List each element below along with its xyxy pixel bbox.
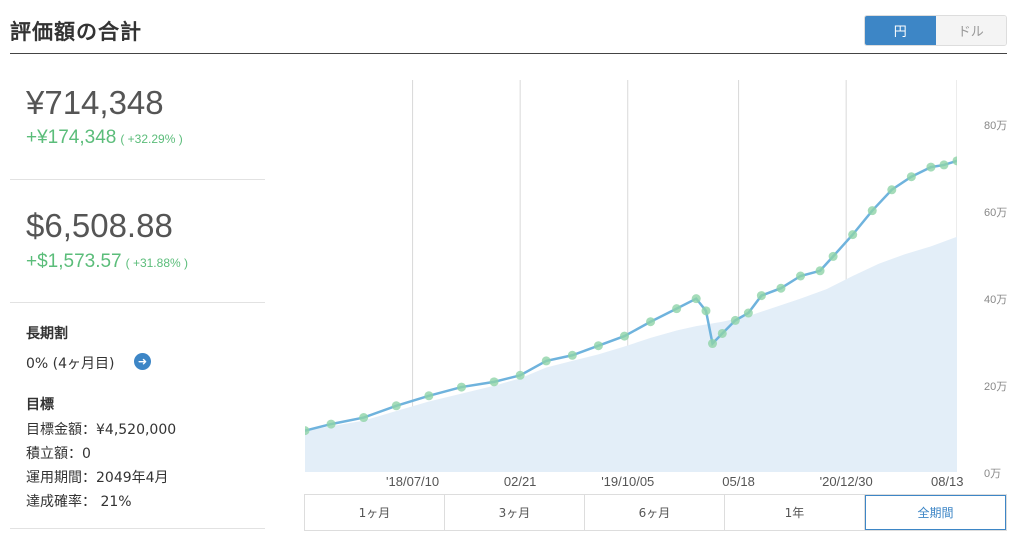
data-point-marker [796,271,806,281]
range-1-month-button[interactable]: 1ヶ月 [305,495,445,530]
data-point-marker [906,172,916,182]
data-point-marker [593,341,603,351]
data-point-marker [691,294,701,304]
y-tick-label: 40万 [984,293,1008,306]
usd-gain: +$1,573.57( +31.88% ) [26,251,188,273]
data-point-marker [646,317,656,327]
y-tick-label: 80万 [984,119,1008,132]
data-point-marker [815,266,825,276]
usd-total-value: $6,508.88 [26,207,173,244]
y-tick-label: 20万 [984,380,1008,393]
data-point-marker [828,251,838,261]
goal-target-amount: 目標金額：¥4,520,000 [26,422,177,438]
data-point-marker [717,328,727,338]
data-point-marker [756,291,766,301]
header-divider [10,53,1007,54]
data-point-marker [456,382,466,392]
data-point-marker [391,401,401,411]
data-point-marker [776,283,786,293]
data-point-marker [867,206,877,216]
currency-option-usd[interactable]: ドル [935,16,1006,45]
data-point-marker [887,185,897,195]
contribution-area [305,236,957,472]
data-point-marker [541,356,551,366]
data-point-marker [326,419,336,429]
data-point-marker [701,306,711,316]
goal-contribution: 積立額：0 [26,446,91,462]
jpy-gain-amount: +¥174,348 [26,127,117,148]
data-point-marker [708,339,717,349]
x-tick-label: '18/07/10 [386,474,440,489]
goal-probability: 達成確率： 21% [26,494,132,510]
data-point-marker [743,308,753,318]
data-point-marker [730,315,740,325]
summary-divider [10,179,265,180]
jpy-total-value: ¥714,348 [26,84,164,121]
data-point-marker [848,230,858,240]
long-term-discount-heading: 長期割 [26,326,68,342]
data-point-marker [567,350,577,360]
jpy-gain-percent: ( +32.29% ) [120,132,183,146]
range-3-month-button[interactable]: 3ヶ月 [445,495,585,530]
usd-gain-amount: +$1,573.57 [26,251,122,272]
long-term-discount-value: 0% (4ヶ月目) [26,356,115,372]
y-tick-label: 0万 [984,468,1002,480]
range-1-year-button[interactable]: 1年 [725,495,865,530]
data-point-marker [515,370,525,380]
currency-toggle[interactable]: 円 ドル [864,15,1007,46]
range-6-month-button[interactable]: 6ヶ月 [585,495,725,530]
data-point-marker [926,162,936,172]
goal-heading: 目標 [26,397,54,413]
valuation-chart [305,80,957,472]
data-point-marker [305,426,310,436]
summary-divider [10,528,265,529]
data-point-marker [952,156,957,166]
data-point-marker [489,377,499,387]
x-tick-label: '20/12/30 [819,474,873,489]
data-point-marker [619,331,629,341]
page-title: 評価額の合計 [10,20,142,44]
summary-divider [10,302,265,303]
data-point-marker [672,304,682,314]
usd-gain-percent: ( +31.88% ) [125,256,188,270]
x-tick-label: '19/10/05 [601,474,655,489]
x-tick-label: 02/21 [503,474,537,489]
jpy-gain: +¥174,348( +32.29% ) [26,127,183,149]
x-tick-label: 05/18 [722,474,755,489]
data-point-marker [939,160,949,170]
goal-period: 運用期間：2049年4月 [26,470,169,486]
data-point-marker [359,413,369,423]
data-point-marker [424,391,434,401]
valuation-line [305,159,957,432]
x-tick-label: 08/13 [930,474,964,489]
range-selector[interactable]: 1ヶ月 3ヶ月 6ヶ月 1年 全期間 [304,494,1007,531]
y-tick-label: 60万 [984,206,1008,219]
range-all-button[interactable]: 全期間 [865,495,1006,530]
arrow-right-icon[interactable]: ➜ [134,353,151,370]
currency-option-jpy[interactable]: 円 [865,16,936,45]
